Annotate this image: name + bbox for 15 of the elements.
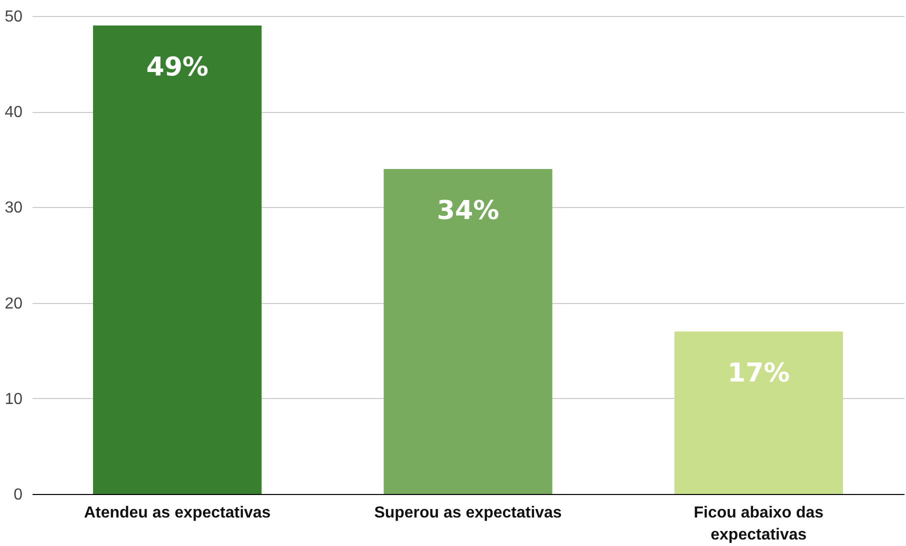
x-tick-label: Superou as expectativas	[374, 504, 562, 522]
y-tick-label: 0	[14, 486, 23, 504]
x-tick-label: Atendeu as expectativas	[84, 504, 271, 522]
y-tick-label: 20	[4, 295, 23, 312]
bar	[93, 26, 262, 494]
x-tick-label: Ficou abaixo das expectativas	[694, 504, 824, 544]
y-tick-label: 40	[4, 104, 23, 122]
y-tick-label: 10	[4, 390, 23, 408]
data-label: 34%	[436, 196, 500, 226]
bar	[674, 331, 843, 494]
data-label: 17%	[728, 358, 790, 388]
data-label: 49%	[146, 52, 208, 83]
y-tick-label: 50	[4, 8, 23, 26]
y-tick-label: 30	[4, 200, 23, 217]
bar	[384, 168, 552, 494]
